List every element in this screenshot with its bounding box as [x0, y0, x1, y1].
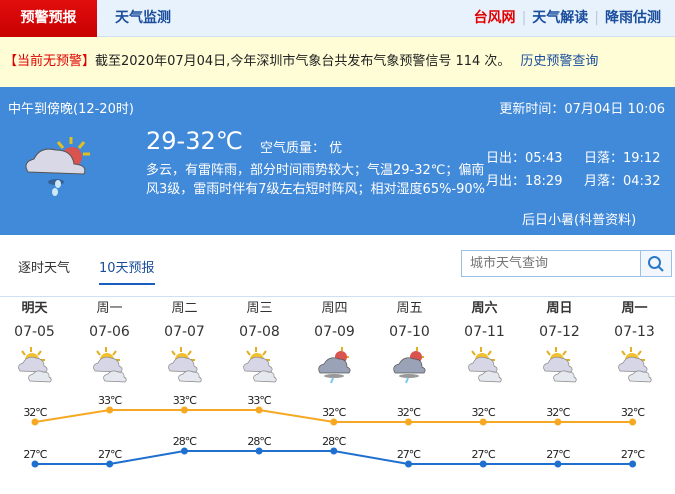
low-temp-point	[255, 447, 263, 455]
high-temp-point	[31, 418, 39, 426]
sunrise: 日出：05:43	[486, 151, 563, 166]
alert-text: 截至2020年07月04日,今年深圳市气象台共发布气象预警信号 114 次。	[95, 54, 511, 69]
low-temp-point	[405, 460, 412, 468]
forecast-day: 周三	[246, 301, 273, 316]
high-temp-point	[629, 418, 637, 426]
tab-10day[interactable]: 10天预报	[99, 257, 155, 285]
tab-weather-monitor[interactable]: 天气监测	[115, 10, 171, 26]
high-temp-label: 32℃	[621, 406, 645, 419]
low-temp-point	[31, 460, 39, 468]
link-typhoon[interactable]: 台风网	[473, 10, 516, 26]
forecast-date: 07-05	[14, 324, 55, 340]
forecast-day: 周二	[171, 301, 198, 316]
city-search	[461, 250, 672, 277]
sunset: 日落：19:12	[584, 151, 661, 166]
high-temp-label: 32℃	[397, 406, 421, 419]
partly-cloudy-icon	[447, 345, 522, 387]
current-weather-panel: 中午到傍晚(12-20时) 更新时间：07月04日 10:06 29-32℃ 空…	[0, 87, 675, 235]
high-temp-label: 32℃	[23, 406, 47, 419]
search-icon	[648, 255, 664, 272]
forecast-date: 07-07	[164, 324, 205, 340]
thunder-shower-icon	[297, 345, 372, 387]
alert-status: 【当前无预警】	[4, 54, 96, 69]
forecast-date: 07-09	[314, 324, 355, 340]
search-button[interactable]	[640, 251, 671, 276]
partly-cloudy-icon	[597, 345, 672, 387]
forecast-date: 07-12	[539, 324, 580, 340]
low-temp-label: 27℃	[546, 448, 570, 461]
weather-description: 多云，有雷阵雨，部分时间雨势较大；气温29-32℃；偏南风3级，雷雨时伴有7级左…	[146, 163, 486, 197]
high-temp-label: 32℃	[472, 406, 496, 419]
low-temp-point	[106, 460, 114, 468]
low-temp-label: 27℃	[397, 448, 421, 461]
partly-cloudy-icon	[0, 345, 72, 387]
high-temp-label: 33℃	[173, 394, 197, 407]
thunder-shower-icon	[372, 345, 447, 387]
high-temp-point	[180, 406, 188, 414]
history-link[interactable]: 历史预警查询	[520, 54, 599, 69]
forecast-tabs: 逐时天气 10天预报	[0, 240, 675, 297]
link-rain[interactable]: 降雨估测	[605, 10, 661, 26]
low-temp-label: 28℃	[247, 435, 271, 448]
cloud-sun-rain-icon	[25, 137, 90, 196]
alert-bar: 【当前无预警】截至2020年07月04日,今年深圳市气象台共发布气象预警信号 1…	[0, 37, 675, 87]
forecast-day: 周四	[321, 301, 348, 316]
forecast-day: 明天	[21, 301, 48, 316]
low-temp-point	[629, 460, 637, 468]
tab-warning-forecast[interactable]: 预警预报	[0, 0, 97, 37]
forecast-date: 07-10	[389, 324, 430, 340]
high-temp-point	[554, 418, 562, 426]
forecast-day: 周日	[546, 301, 573, 316]
low-temp-label: 27℃	[472, 448, 496, 461]
partly-cloudy-icon	[522, 345, 597, 387]
low-temp-label: 28℃	[322, 435, 346, 448]
high-temp-label: 32℃	[546, 406, 570, 419]
high-temp-label: 33℃	[98, 394, 122, 407]
forecast-day: 周一	[96, 301, 123, 316]
low-temp-point	[330, 447, 338, 455]
period: 中午到傍晚(12-20时)	[8, 102, 134, 117]
high-temp-point	[330, 418, 338, 426]
low-temp-point	[180, 447, 188, 455]
forecast-day: 周五	[396, 301, 423, 316]
partly-cloudy-icon	[147, 345, 222, 387]
forecast-date: 07-13	[614, 324, 655, 340]
link-interpret[interactable]: 天气解读	[532, 10, 589, 26]
moonrise: 月出：18:29	[486, 174, 563, 189]
high-temp-label: 33℃	[247, 394, 271, 407]
divider: |	[521, 10, 527, 26]
temperature-range: 29-32℃	[146, 127, 243, 155]
partly-cloudy-icon	[72, 345, 147, 387]
high-temp-label: 32℃	[322, 406, 346, 419]
forecast-day: 周六	[471, 301, 498, 316]
high-temp-point	[255, 406, 263, 414]
solar-term-link[interactable]: 后日小暑(科普资料)	[522, 213, 637, 228]
tab-hourly[interactable]: 逐时天气	[18, 261, 71, 276]
high-temp-point	[479, 418, 487, 426]
high-temp-point	[106, 406, 114, 414]
search-input[interactable]	[462, 251, 640, 276]
high-temp-point	[405, 418, 412, 426]
forecast-date: 07-08	[239, 324, 280, 340]
low-temp-point	[479, 460, 487, 468]
low-temp-label: 27℃	[23, 448, 47, 461]
low-temp-label: 28℃	[173, 435, 197, 448]
air-quality: 空气质量： 优	[260, 141, 343, 156]
partly-cloudy-icon	[222, 345, 297, 387]
forecast-day: 周一	[621, 301, 648, 316]
updated-time: 更新时间：07月04日 10:06	[499, 102, 665, 117]
temperature-chart: 32℃ 33℃ 33℃ 33℃ 32℃ 32℃ 32℃ 32℃ 32℃ 27℃ 27℃ 28℃ 28℃ 2…	[23, 394, 646, 468]
low-temp-label: 27℃	[98, 448, 122, 461]
top-nav: 预警预报 天气监测 台风网 | 天气解读 | 降雨估测	[0, 0, 675, 37]
low-temp-point	[554, 460, 562, 468]
moonset: 月落：04:32	[584, 174, 661, 189]
forecast-date: 07-11	[464, 324, 505, 340]
divider: |	[594, 10, 599, 26]
low-temp-label: 27℃	[621, 448, 645, 461]
forecast-date: 07-06	[89, 324, 130, 340]
